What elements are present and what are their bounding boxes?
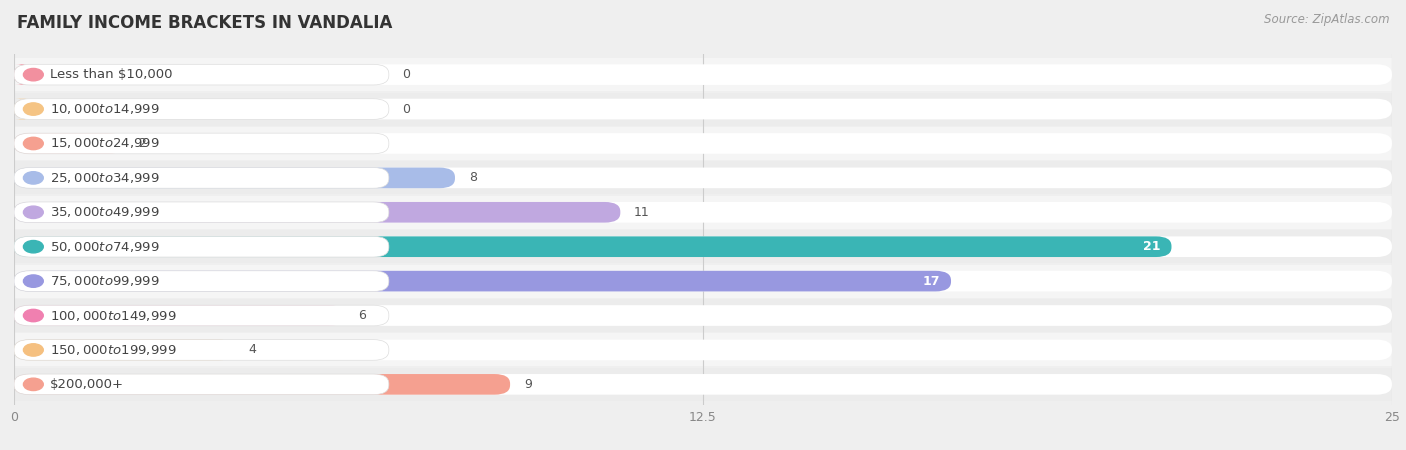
Text: $10,000 to $14,999: $10,000 to $14,999 (49, 102, 159, 116)
Text: $75,000 to $99,999: $75,000 to $99,999 (49, 274, 159, 288)
Text: $25,000 to $34,999: $25,000 to $34,999 (49, 171, 159, 185)
Text: FAMILY INCOME BRACKETS IN VANDALIA: FAMILY INCOME BRACKETS IN VANDALIA (17, 14, 392, 32)
FancyBboxPatch shape (14, 374, 1392, 395)
Circle shape (24, 103, 44, 115)
Circle shape (24, 137, 44, 150)
FancyBboxPatch shape (14, 236, 1392, 257)
FancyBboxPatch shape (14, 162, 1392, 194)
Circle shape (24, 68, 44, 81)
Text: $15,000 to $24,999: $15,000 to $24,999 (49, 136, 159, 150)
FancyBboxPatch shape (14, 236, 389, 257)
FancyBboxPatch shape (14, 99, 1392, 119)
FancyBboxPatch shape (14, 202, 389, 223)
FancyBboxPatch shape (14, 99, 389, 119)
Text: 21: 21 (1143, 240, 1160, 253)
FancyBboxPatch shape (14, 340, 235, 360)
FancyBboxPatch shape (14, 167, 1392, 188)
FancyBboxPatch shape (14, 196, 1392, 229)
Text: Source: ZipAtlas.com: Source: ZipAtlas.com (1264, 14, 1389, 27)
Text: 11: 11 (634, 206, 650, 219)
Circle shape (24, 378, 44, 391)
Circle shape (24, 344, 44, 356)
Text: $50,000 to $74,999: $50,000 to $74,999 (49, 240, 159, 254)
FancyBboxPatch shape (14, 133, 124, 154)
Text: $150,000 to $199,999: $150,000 to $199,999 (49, 343, 176, 357)
Text: 9: 9 (524, 378, 531, 391)
Circle shape (24, 309, 44, 322)
FancyBboxPatch shape (14, 99, 31, 119)
Text: 6: 6 (359, 309, 367, 322)
FancyBboxPatch shape (14, 133, 389, 154)
FancyBboxPatch shape (14, 374, 510, 395)
FancyBboxPatch shape (14, 305, 344, 326)
FancyBboxPatch shape (14, 202, 1392, 223)
Text: 17: 17 (922, 274, 941, 288)
FancyBboxPatch shape (14, 265, 1392, 297)
Text: $35,000 to $49,999: $35,000 to $49,999 (49, 205, 159, 219)
FancyBboxPatch shape (14, 230, 1392, 263)
FancyBboxPatch shape (14, 64, 31, 85)
Text: $100,000 to $149,999: $100,000 to $149,999 (49, 309, 176, 323)
Text: 0: 0 (402, 68, 411, 81)
Text: 4: 4 (249, 343, 256, 356)
Circle shape (24, 206, 44, 219)
FancyBboxPatch shape (14, 340, 1392, 360)
Circle shape (24, 240, 44, 253)
FancyBboxPatch shape (14, 299, 1392, 332)
Circle shape (24, 172, 44, 184)
Circle shape (24, 275, 44, 287)
FancyBboxPatch shape (14, 58, 1392, 91)
Text: $200,000+: $200,000+ (49, 378, 124, 391)
Text: 8: 8 (468, 171, 477, 184)
FancyBboxPatch shape (14, 333, 1392, 366)
FancyBboxPatch shape (14, 64, 389, 85)
FancyBboxPatch shape (14, 340, 389, 360)
FancyBboxPatch shape (14, 305, 389, 326)
Text: 2: 2 (138, 137, 146, 150)
FancyBboxPatch shape (14, 133, 1392, 154)
FancyBboxPatch shape (14, 127, 1392, 160)
FancyBboxPatch shape (14, 374, 389, 395)
Text: Less than $10,000: Less than $10,000 (49, 68, 173, 81)
FancyBboxPatch shape (14, 64, 1392, 85)
FancyBboxPatch shape (14, 236, 1171, 257)
FancyBboxPatch shape (14, 368, 1392, 401)
Text: 0: 0 (402, 103, 411, 116)
FancyBboxPatch shape (14, 202, 620, 223)
FancyBboxPatch shape (14, 167, 456, 188)
FancyBboxPatch shape (14, 93, 1392, 126)
FancyBboxPatch shape (14, 305, 1392, 326)
FancyBboxPatch shape (14, 167, 389, 188)
FancyBboxPatch shape (14, 271, 389, 292)
FancyBboxPatch shape (14, 271, 1392, 292)
FancyBboxPatch shape (14, 271, 950, 292)
